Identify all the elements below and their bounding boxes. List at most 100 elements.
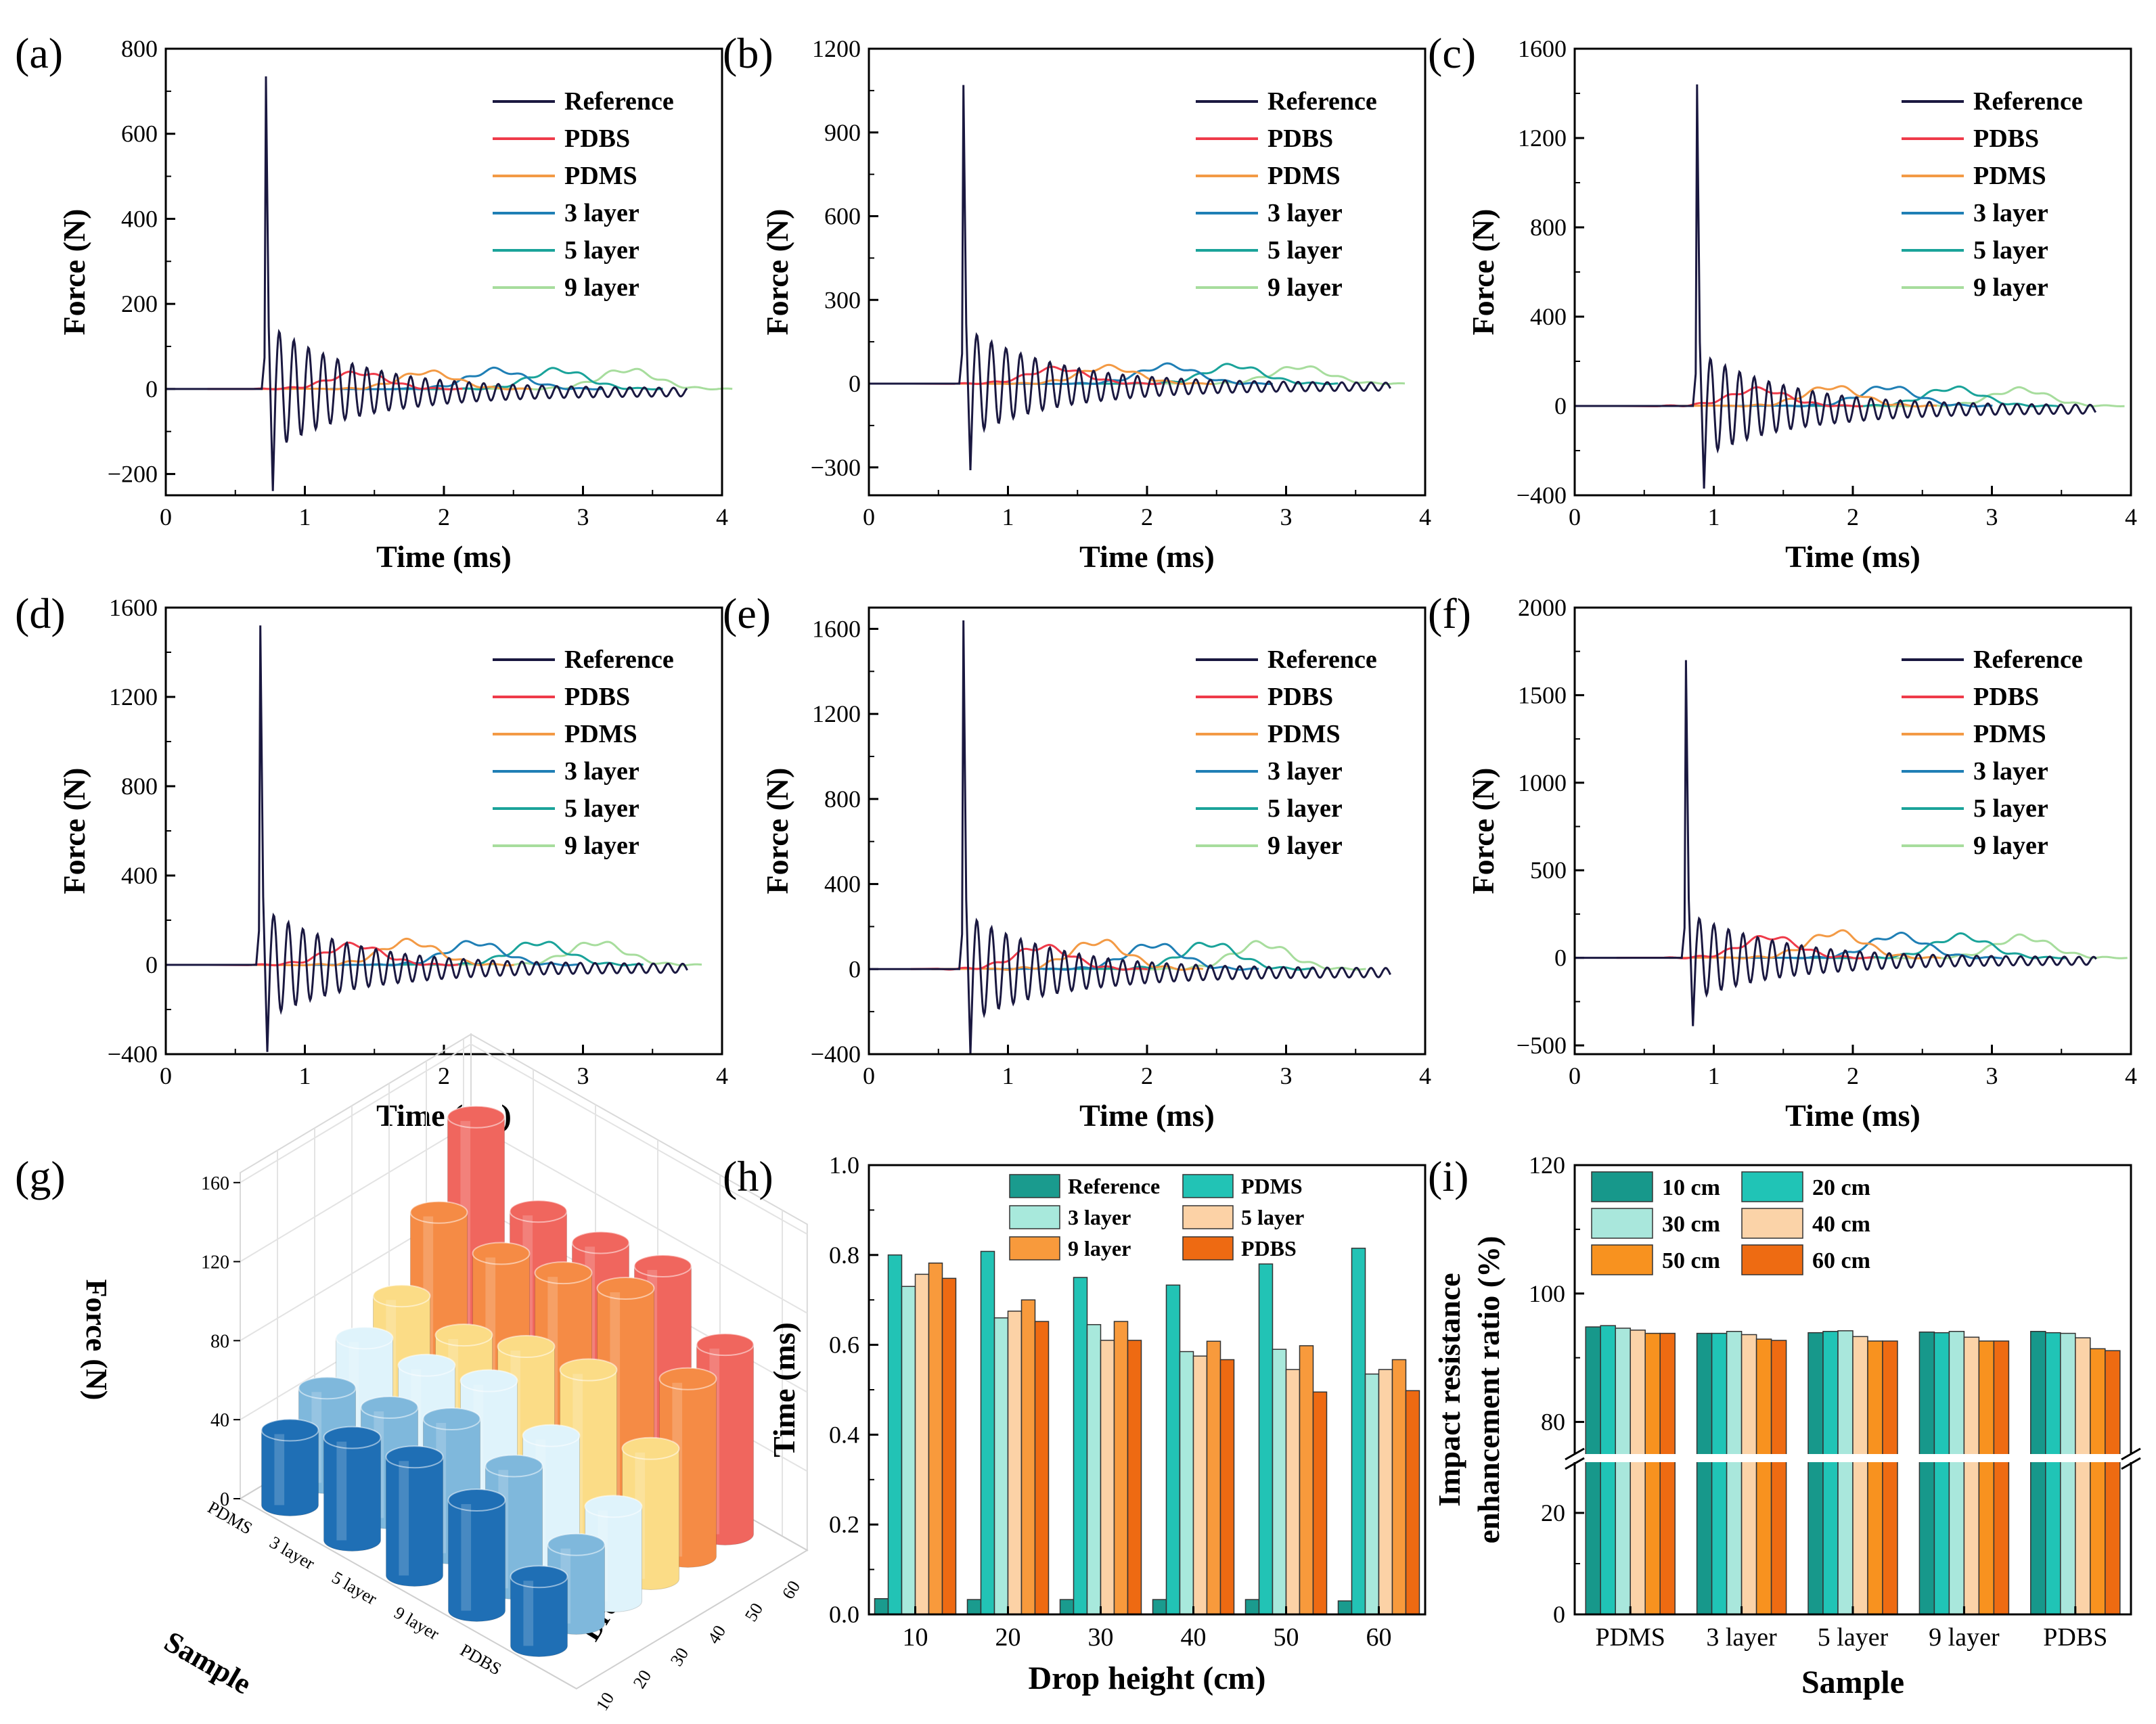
panel-h: (h) 10 20 30 40 50 60 0.0 0.2 0.4 0.6 0.8 1.0 Drop he… xyxy=(723,1152,1427,1696)
y-tick-label: 0 xyxy=(145,951,158,978)
x-tick-label: 40 xyxy=(1181,1623,1207,1652)
bar-top xyxy=(571,1231,630,1254)
axis-break-mark xyxy=(2121,1457,2141,1470)
series-line xyxy=(1066,363,1339,386)
bar-3d xyxy=(510,1565,568,1657)
legend-label: PDBS xyxy=(1267,683,1333,711)
y-axis-title: Force (N) xyxy=(1466,768,1500,894)
x-tick-label: 20 xyxy=(995,1623,1021,1652)
x-tick-label: 3 xyxy=(1986,503,1998,530)
x-tick-label: 1 xyxy=(1002,503,1014,530)
x-tick-label: 2 xyxy=(1847,503,1859,530)
y-tick-label: 1600 xyxy=(812,615,861,642)
bar xyxy=(1918,1331,1935,1615)
bar xyxy=(1086,1323,1102,1615)
x-tick-label: 3 xyxy=(577,503,589,530)
x-tick-label: 0 xyxy=(1569,1062,1581,1089)
y-tick-label: −400 xyxy=(108,1041,158,1068)
legend-label: 5 layer xyxy=(564,236,639,265)
bar xyxy=(1219,1359,1235,1615)
y-tick-label: 0.8 xyxy=(829,1242,859,1269)
legend-label: 3 layer xyxy=(1267,199,1343,227)
bar xyxy=(2045,1332,2061,1615)
bar xyxy=(1312,1391,1328,1615)
panel-label: (g) xyxy=(15,1152,66,1200)
bar-top xyxy=(397,1353,456,1377)
x-tick-label: 5 layer xyxy=(1818,1623,1889,1652)
legend-label: PDMS xyxy=(1241,1174,1303,1198)
x-tick-label: 3 xyxy=(1280,1062,1293,1089)
legend-label: PDBS xyxy=(564,124,630,153)
bar xyxy=(1165,1284,1181,1615)
x-tick-label: 4 xyxy=(1419,503,1431,530)
x-tick-label: 4 xyxy=(716,503,728,530)
bar xyxy=(1696,1332,1713,1615)
x-tick-label: 50 xyxy=(1274,1623,1299,1652)
legend-label: 9 layer xyxy=(1068,1236,1131,1261)
y-tick-label: 800 xyxy=(824,786,861,813)
x-axis-title: Time (ms) xyxy=(376,539,512,574)
bar xyxy=(1351,1248,1366,1615)
legend-swatch xyxy=(1591,1171,1653,1202)
bar xyxy=(1337,1600,1353,1615)
y-tick-label: −400 xyxy=(1517,482,1567,509)
y-tick-label: 400 xyxy=(121,862,158,889)
bar xyxy=(1600,1325,1616,1615)
y-tick-label: 0 xyxy=(1554,945,1567,972)
bar-top xyxy=(534,1261,593,1285)
legend-swatch xyxy=(1182,1174,1234,1198)
bar-top xyxy=(696,1333,755,1357)
bar xyxy=(2075,1337,2091,1615)
panel-label: (a) xyxy=(15,29,63,77)
bar-top xyxy=(472,1242,531,1265)
bar-highlight xyxy=(523,1581,534,1646)
x-tick-label: 2 xyxy=(1141,503,1153,530)
sample-tick-label: PDBS xyxy=(457,1640,505,1679)
bar-top xyxy=(633,1254,692,1277)
legend-label: 9 layer xyxy=(564,273,639,302)
legend-label: Reference xyxy=(1267,645,1377,674)
legend-label: 30 cm xyxy=(1662,1212,1720,1237)
y-tick-label: 1600 xyxy=(1518,35,1567,62)
height-tick-label: 30 xyxy=(667,1644,692,1669)
legend-label: PDMS xyxy=(1267,720,1341,748)
y-tick-label: 800 xyxy=(121,35,158,62)
bar xyxy=(1244,1599,1260,1615)
legend-label: PDBS xyxy=(1267,124,1333,153)
bar-top xyxy=(372,1284,431,1308)
x-tick-label: 0 xyxy=(1569,503,1581,530)
y-tick-label: 1200 xyxy=(812,700,861,727)
bar-highlight xyxy=(399,1461,409,1576)
bar xyxy=(1585,1326,1601,1615)
legend-label: Reference xyxy=(1973,87,2083,116)
bar xyxy=(1807,1332,1824,1615)
bar xyxy=(1822,1331,1839,1615)
legend-swatch xyxy=(1009,1174,1060,1198)
bar-body xyxy=(323,1437,381,1551)
x-tick-label: 1 xyxy=(1708,1062,1720,1089)
legend-label: PDBS xyxy=(564,683,630,711)
legend-label: PDBS xyxy=(1973,683,2039,711)
bar xyxy=(1711,1332,1728,1615)
plot-frame xyxy=(868,606,1427,1056)
bar-top xyxy=(547,1533,606,1556)
legend-label: 5 layer xyxy=(1241,1205,1304,1229)
bar xyxy=(914,1273,930,1615)
series-line xyxy=(1794,932,2067,959)
y-axis-title: Force (N) xyxy=(57,209,91,336)
x-tick-label: PDBS xyxy=(2043,1623,2107,1652)
y-tick-label: 400 xyxy=(1530,303,1567,330)
y-tick-label: 2000 xyxy=(1518,594,1567,621)
y-tick-label: 600 xyxy=(121,120,158,148)
x-axis-title: Time (ms) xyxy=(1785,539,1921,574)
plot-frame xyxy=(1573,47,2132,497)
legend-label: PDMS xyxy=(564,162,637,190)
legend-label: PDMS xyxy=(564,720,637,748)
y-tick-label: 900 xyxy=(824,119,861,146)
bar-top xyxy=(335,1326,394,1350)
height-tick-label: 50 xyxy=(741,1600,767,1625)
